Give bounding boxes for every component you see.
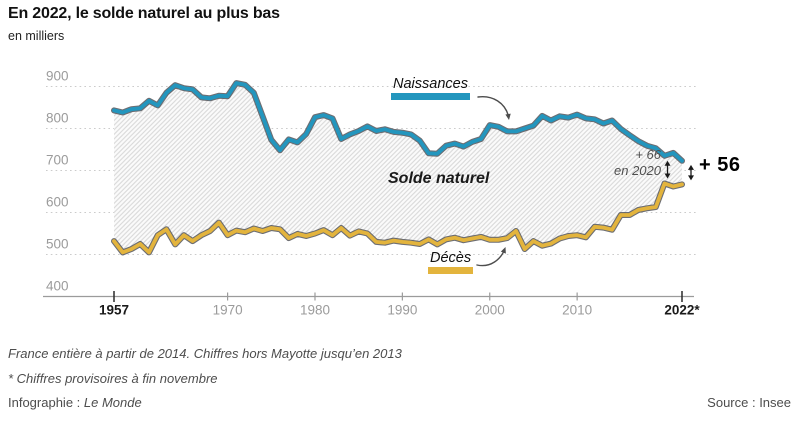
deces-label: Décès: [428, 250, 474, 274]
unit-subtitle: en milliers: [8, 29, 65, 43]
y-tick-label-900: 900: [46, 69, 69, 84]
credit-line: Infographie : Le Monde: [8, 395, 142, 410]
y-tick-label-500: 500: [46, 237, 69, 252]
solde-naturel-label: Solde naturel: [388, 170, 490, 187]
x-tick-label-1957: 1957: [99, 303, 129, 318]
y-tick-label-600: 600: [46, 195, 69, 210]
y-tick-label-400: 400: [46, 279, 69, 294]
source-line: Source : Insee: [707, 395, 791, 410]
x-tick-label-1990: 1990: [387, 303, 417, 318]
callout-2020-year: en 2020: [614, 162, 661, 178]
footnote-coverage: France entière à partir de 2014. Chiffre…: [8, 346, 402, 361]
footnote-provisional: * Chiffres provisoires à fin novembre: [8, 371, 218, 386]
y-tick-label-700: 700: [46, 153, 69, 168]
callout-2020-value: + 66: [635, 147, 661, 162]
page-title: En 2022, le solde naturel au plus bas: [8, 5, 280, 22]
naissances-arrowhead-icon: [505, 113, 511, 120]
deces-line: [112, 181, 684, 255]
naissances-label: Naissances: [391, 76, 470, 100]
callout-2022-value: + 56: [699, 154, 741, 176]
deces-arrow: [476, 249, 506, 267]
callout-2020: + 66 en 2020: [589, 147, 661, 178]
deces-arrowhead-icon: [500, 247, 506, 254]
x-tick-label-2022: 2022*: [664, 303, 700, 318]
naissances-arrow: [477, 96, 510, 117]
x-tick-label-2000: 2000: [475, 303, 505, 318]
credit-prefix: Infographie :: [8, 395, 84, 410]
y-tick-label-800: 800: [46, 111, 69, 126]
x-tick-label-1970: 1970: [213, 303, 243, 318]
x-tick-label-2010: 2010: [562, 303, 592, 318]
x-tick-label-1980: 1980: [300, 303, 330, 318]
credit-brand: Le Monde: [83, 395, 142, 410]
